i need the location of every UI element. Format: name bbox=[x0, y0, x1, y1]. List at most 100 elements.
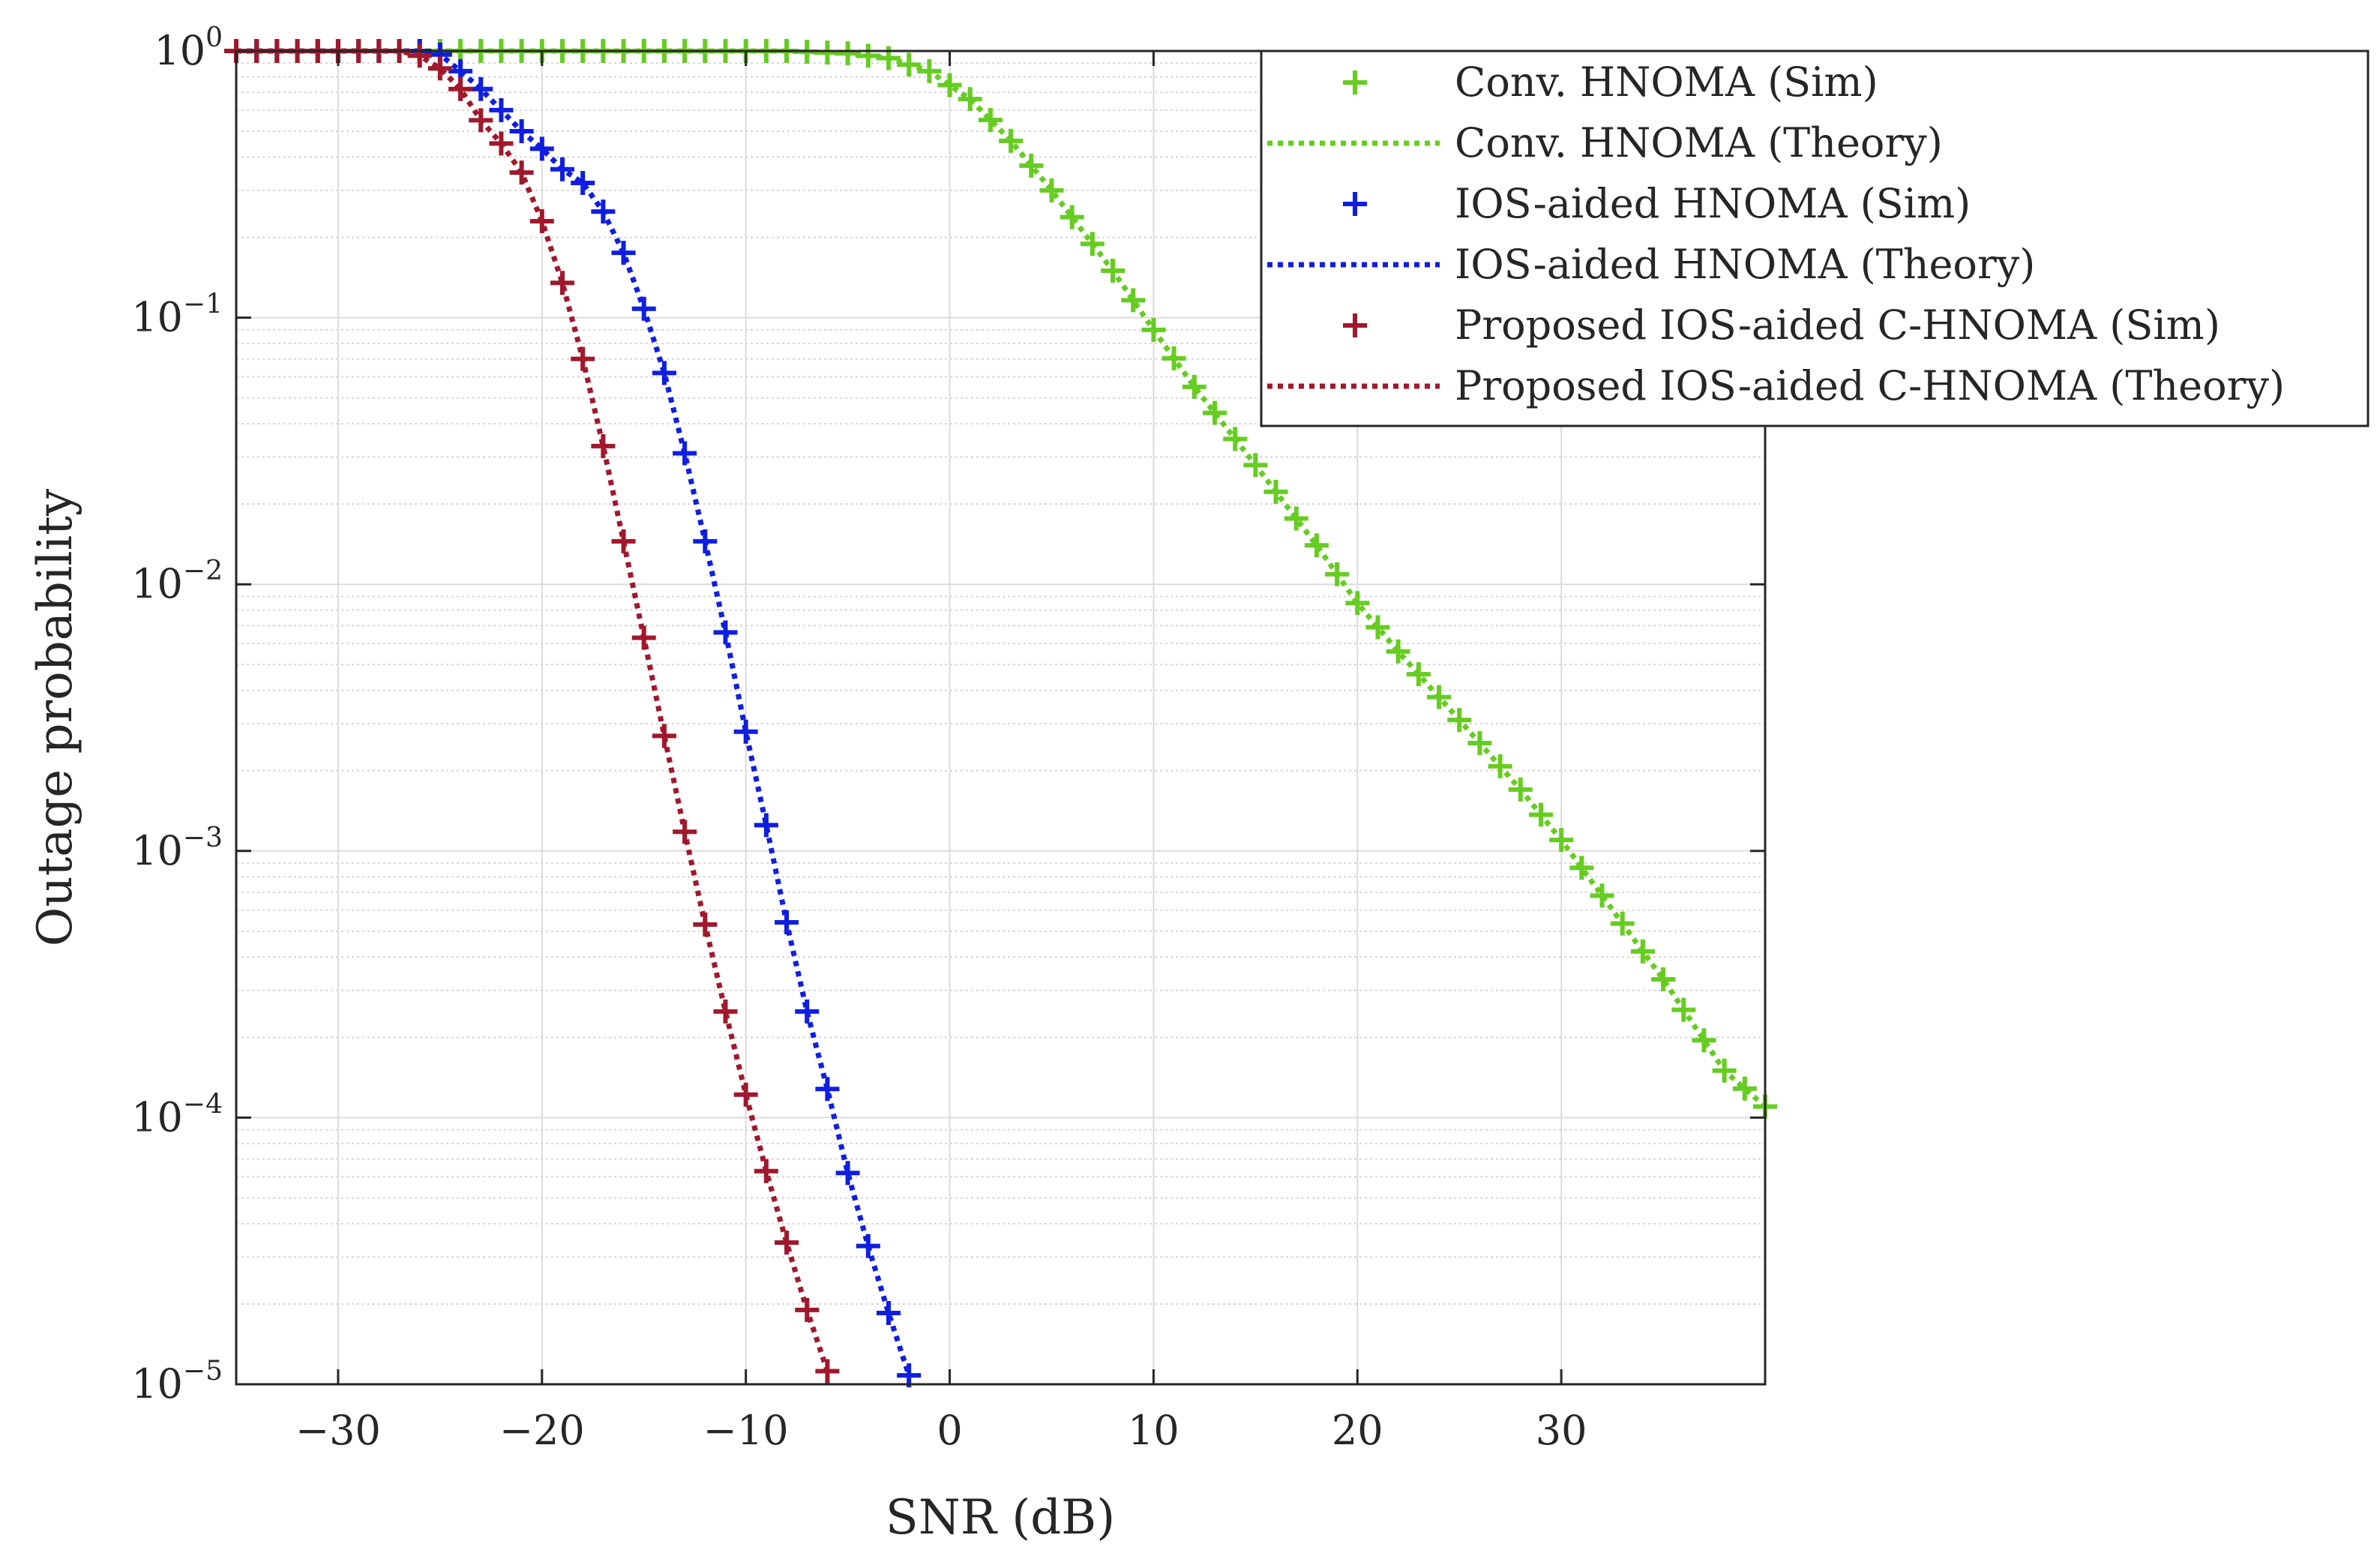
series-sim-marker-1 bbox=[1406, 662, 1431, 687]
series-sim-marker-1 bbox=[1467, 730, 1492, 755]
series-sim-marker-1 bbox=[1712, 1058, 1737, 1083]
series-sim-marker-1 bbox=[1284, 506, 1308, 531]
y-tick-label: 10−1 bbox=[131, 289, 223, 341]
series-sim-marker-2 bbox=[815, 1077, 840, 1102]
legend: Conv. HNOMA (Sim) Conv. HNOMA (Theory) IOS… bbox=[1260, 49, 2370, 427]
y-tick-label: 10−4 bbox=[131, 1089, 223, 1141]
series-sim-marker-2 bbox=[733, 719, 758, 744]
series-sim-marker-1 bbox=[1121, 288, 1146, 313]
series-sim-marker-3 bbox=[611, 529, 636, 553]
legend-marker-2 bbox=[1343, 192, 1367, 216]
series-sim-marker-2 bbox=[631, 296, 656, 321]
series-sim-marker-2 bbox=[856, 1234, 880, 1258]
series-sim-marker-1 bbox=[835, 41, 860, 66]
legend-entry-label: Proposed IOS-aided C-HNOMA (Sim) bbox=[1455, 301, 2220, 349]
y-tick-label: 100 bbox=[154, 22, 223, 74]
series-sim-marker-1 bbox=[1630, 939, 1655, 964]
legend-marker-1 bbox=[1343, 70, 1367, 94]
series-sim-marker-3 bbox=[631, 625, 656, 650]
series-sim-marker-3 bbox=[775, 1231, 799, 1255]
series-sim-marker-1 bbox=[1325, 562, 1350, 586]
series-theory-line-3 bbox=[236, 48, 830, 1372]
series-theory-line-2 bbox=[236, 48, 912, 1377]
series-sim-marker-2 bbox=[673, 441, 697, 466]
series-sim-marker-3 bbox=[509, 160, 534, 185]
series-sim-marker-1 bbox=[937, 73, 962, 97]
y-tick-label: 10−5 bbox=[131, 1356, 223, 1408]
series-sim-marker-1 bbox=[1427, 685, 1452, 709]
series-sim-marker-1 bbox=[1692, 1028, 1716, 1053]
ticks-layer: −30 −20 −10 0 10 20 30 100 10−1 10−2 10−3 10−4 10−5 bbox=[131, 22, 1765, 1454]
series-sim-marker-2 bbox=[489, 97, 514, 122]
series-sim-marker-3 bbox=[693, 912, 718, 937]
series-sim-marker-3 bbox=[754, 1159, 778, 1183]
series-sim-marker-2 bbox=[652, 361, 676, 385]
series-sim-marker-1 bbox=[978, 108, 1003, 133]
series-sim-marker-2 bbox=[693, 529, 718, 553]
series-sim-marker-1 bbox=[1590, 883, 1614, 908]
x-tick-label: −10 bbox=[703, 1407, 789, 1454]
series-sim-marker-3 bbox=[591, 433, 616, 458]
x-tick-label: −20 bbox=[499, 1407, 585, 1454]
series-sim-marker-1 bbox=[1019, 153, 1044, 178]
series-sim-marker-2 bbox=[571, 170, 595, 195]
series-sim-marker-3 bbox=[673, 820, 697, 844]
series-sim-marker-1 bbox=[1039, 178, 1064, 202]
series-sim-marker-2 bbox=[550, 157, 574, 181]
legend-entry-label: Proposed IOS-aided C-HNOMA (Theory) bbox=[1455, 362, 2285, 409]
plot-frame bbox=[235, 49, 1767, 1386]
x-tick-label: −30 bbox=[295, 1407, 381, 1454]
series-sim-marker-3 bbox=[489, 131, 514, 156]
legend-entry-label: IOS-aided HNOMA (Sim) bbox=[1455, 180, 1971, 227]
series-sim-marker-1 bbox=[815, 40, 840, 65]
series-sim-marker-1 bbox=[1162, 346, 1186, 370]
series-sim-marker-2 bbox=[469, 76, 493, 101]
series-sim-marker-1 bbox=[1243, 453, 1268, 478]
series-sim-marker-1 bbox=[958, 87, 982, 112]
series-sim-marker-1 bbox=[897, 52, 922, 77]
series-sim-marker-2 bbox=[509, 119, 534, 144]
series-sim-marker-1 bbox=[1182, 374, 1206, 399]
series-sim-marker-1 bbox=[1610, 911, 1635, 936]
series-sim-marker-1 bbox=[1549, 828, 1574, 853]
series-sim-marker-1 bbox=[1060, 205, 1084, 229]
series-sim-marker-2 bbox=[795, 999, 820, 1024]
series-sim-marker-3 bbox=[448, 76, 473, 101]
series-sim-marker-3 bbox=[571, 346, 595, 371]
series-sim-marker-2 bbox=[835, 1161, 860, 1186]
legend-entry-label: Conv. HNOMA (Sim) bbox=[1455, 58, 1878, 106]
series-sim-marker-2 bbox=[611, 241, 636, 265]
series-sim-marker-3 bbox=[795, 1297, 820, 1322]
x-tick-label: 10 bbox=[1128, 1407, 1180, 1454]
series-sim-marker-1 bbox=[1732, 1076, 1757, 1101]
series-sim-marker-1 bbox=[1304, 533, 1329, 558]
series-sim-marker-1 bbox=[1141, 317, 1166, 342]
y-tick-label: 10−3 bbox=[131, 823, 223, 874]
series-sim-marker-2 bbox=[775, 910, 799, 934]
series-sim-marker-3 bbox=[815, 1359, 840, 1384]
series-sim-marker-2 bbox=[713, 620, 738, 645]
series-sim-marker-3 bbox=[427, 56, 452, 81]
series-sim-marker-1 bbox=[1671, 997, 1696, 1022]
series-sim-marker-2 bbox=[876, 1300, 901, 1325]
x-tick-label: 0 bbox=[937, 1407, 962, 1454]
legend-entry-label: Conv. HNOMA (Theory) bbox=[1455, 119, 1943, 166]
series-sim-marker-3 bbox=[713, 999, 738, 1024]
series-sim-marker-1 bbox=[1528, 802, 1553, 827]
series-sim-marker-1 bbox=[1447, 708, 1472, 733]
y-tick-label: 10−2 bbox=[131, 556, 223, 607]
series-sim-marker-1 bbox=[1101, 258, 1126, 283]
series-sim-marker-2 bbox=[591, 199, 616, 224]
x-tick-label: 30 bbox=[1536, 1407, 1587, 1454]
series-sim-marker-1 bbox=[1386, 639, 1410, 664]
series-sim-marker-2 bbox=[754, 813, 778, 838]
series-sim-marker-3 bbox=[733, 1082, 758, 1107]
legend-entry-label: IOS-aided HNOMA (Theory) bbox=[1455, 241, 2035, 288]
legend-marker-3 bbox=[1343, 313, 1367, 337]
series-sim-marker-1 bbox=[1223, 427, 1248, 451]
series-sim-marker-1 bbox=[1569, 856, 1594, 880]
series-sim-marker-1 bbox=[917, 58, 942, 83]
series-sim-marker-1 bbox=[1365, 615, 1390, 640]
y-axis-label: Outage probability bbox=[28, 489, 83, 946]
